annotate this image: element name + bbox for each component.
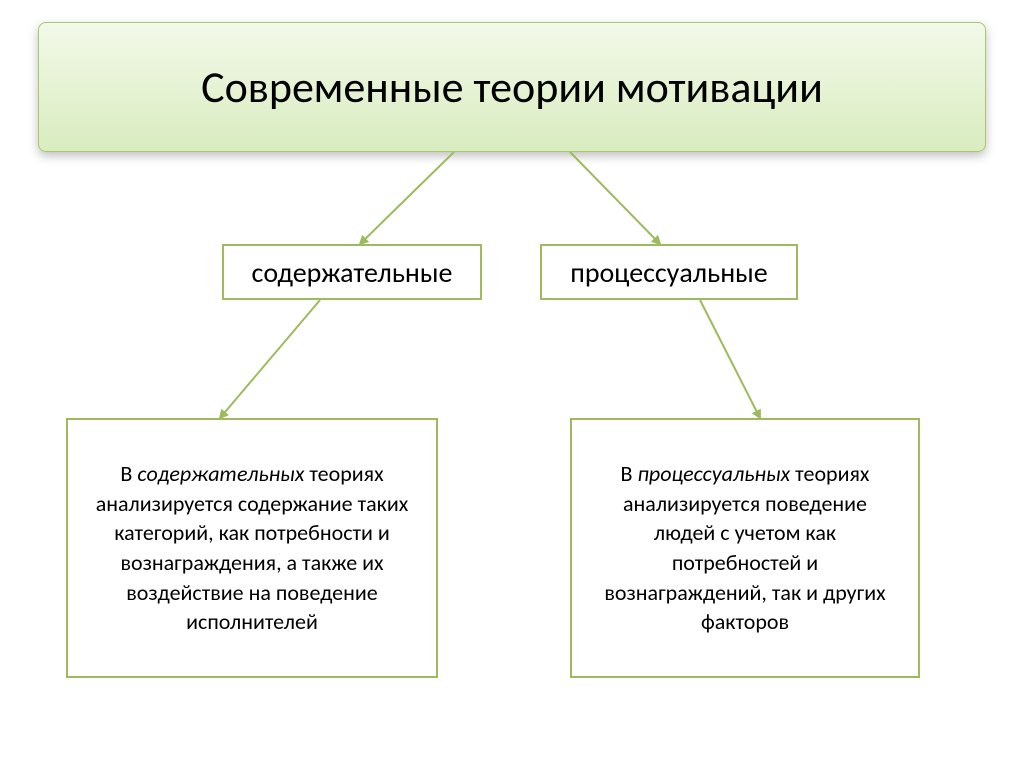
description-text-right: В процессуальных теориях анализируется п…	[590, 459, 900, 637]
arrow	[360, 152, 454, 244]
description-box-left: В содержательных теориях анализируется с…	[66, 418, 438, 678]
category-node-right-label: процессуальные	[570, 255, 768, 290]
arrow	[570, 152, 660, 244]
description-box-right: В процессуальных теориях анализируется п…	[570, 418, 920, 678]
description-text-left: В содержательных теориях анализируется с…	[86, 459, 418, 637]
category-node-right: процессуальные	[540, 244, 798, 300]
category-node-left-label: содержательные	[252, 255, 453, 290]
arrow	[220, 300, 320, 418]
category-node-left: содержательные	[222, 244, 482, 300]
italic-term: содержательных	[137, 460, 304, 487]
italic-term: процессуальных	[637, 460, 790, 487]
diagram-title-text: Современные теории мотивации	[201, 60, 823, 114]
diagram-title-box: Современные теории мотивации	[38, 22, 986, 152]
arrow	[700, 300, 760, 418]
